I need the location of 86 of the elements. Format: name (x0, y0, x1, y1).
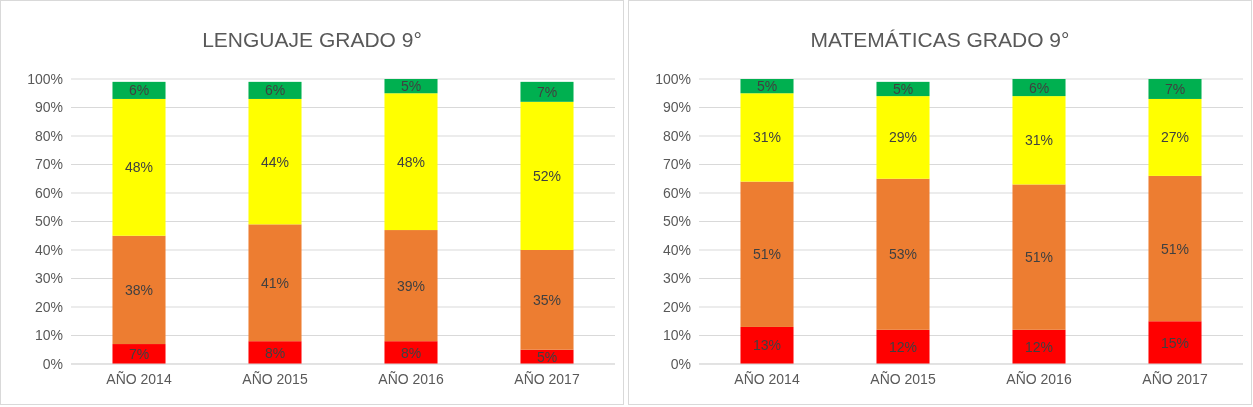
bar (112, 235, 166, 345)
data-label: 35% (532, 291, 562, 308)
data-label: 15% (1160, 334, 1190, 351)
data-label: 27% (1160, 129, 1190, 146)
bar (1148, 79, 1202, 99)
y-tick-label: 30% (34, 270, 63, 287)
bar (1148, 98, 1202, 176)
data-label: 8% (264, 344, 286, 361)
x-tick-label: AÑO 2014 (106, 370, 172, 387)
bar (876, 329, 930, 364)
data-label: 6% (1028, 79, 1050, 96)
data-label: 29% (888, 129, 918, 146)
bar (1148, 175, 1202, 322)
data-label: 51% (1160, 240, 1190, 257)
data-label: 5% (756, 78, 778, 95)
y-tick-label: 30% (662, 270, 691, 287)
x-tick-label: AÑO 2017 (514, 370, 580, 387)
y-tick-label: 20% (662, 298, 691, 315)
data-label: 7% (536, 83, 558, 100)
bar (1012, 184, 1066, 330)
data-label: 6% (128, 82, 150, 99)
y-tick-label: 100% (655, 70, 691, 87)
x-tick-label: AÑO 2014 (734, 370, 800, 387)
x-tick-label: AÑO 2015 (242, 370, 308, 387)
y-tick-label: 60% (662, 184, 691, 201)
bar (520, 250, 574, 350)
y-tick-label: 0% (670, 355, 691, 372)
data-label: 13% (752, 337, 782, 354)
chart-title: MATEMÁTICAS GRADO 9° (810, 28, 1070, 51)
bar (248, 98, 302, 225)
y-tick-label: 70% (34, 156, 63, 173)
y-tick-label: 90% (662, 99, 691, 116)
data-label: 51% (1024, 249, 1054, 266)
chart-title: LENGUAJE GRADO 9° (202, 28, 422, 51)
x-tick-label: AÑO 2016 (378, 370, 444, 387)
bar (520, 101, 574, 250)
data-label: 7% (128, 346, 150, 363)
y-tick-label: 80% (662, 127, 691, 144)
y-tick-label: 60% (34, 184, 63, 201)
data-label: 5% (536, 348, 558, 365)
x-tick-label: AÑO 2015 (870, 370, 936, 387)
data-label: 8% (400, 344, 422, 361)
data-label: 38% (124, 281, 154, 298)
data-label: 52% (532, 167, 562, 184)
bar (740, 326, 794, 364)
data-label: 48% (124, 159, 154, 176)
y-tick-label: 90% (34, 99, 63, 116)
data-label: 6% (264, 82, 286, 99)
y-tick-label: 40% (662, 241, 691, 258)
data-label: 48% (396, 153, 426, 170)
data-label: 31% (1024, 132, 1054, 149)
data-label: 5% (892, 80, 914, 97)
bar (520, 81, 574, 102)
bar (740, 93, 794, 182)
bar (384, 230, 438, 342)
data-label: 53% (888, 246, 918, 263)
data-label: 51% (752, 246, 782, 263)
data-label: 5% (400, 78, 422, 95)
bar (1012, 96, 1066, 185)
y-tick-label: 10% (34, 327, 63, 344)
y-tick-label: 20% (34, 298, 63, 315)
y-tick-label: 40% (34, 241, 63, 258)
y-tick-label: 10% (662, 327, 691, 344)
y-tick-label: 70% (662, 156, 691, 173)
y-tick-label: 50% (34, 213, 63, 230)
x-tick-label: AÑO 2016 (1006, 370, 1072, 387)
bar (740, 181, 794, 327)
bar (876, 96, 930, 179)
bar (876, 178, 930, 330)
data-label: 39% (396, 277, 426, 294)
bar (1148, 321, 1202, 364)
data-label: 7% (1164, 80, 1186, 97)
bar (384, 93, 438, 231)
data-label: 12% (1024, 338, 1054, 355)
y-tick-label: 80% (34, 127, 63, 144)
data-label: 31% (752, 129, 782, 146)
data-label: 41% (260, 274, 290, 291)
data-label: 44% (260, 153, 290, 170)
y-tick-label: 100% (27, 70, 63, 87)
x-tick-label: AÑO 2017 (1142, 370, 1208, 387)
y-tick-label: 50% (662, 213, 691, 230)
data-label: 12% (888, 338, 918, 355)
bar (248, 224, 302, 342)
bar (1012, 329, 1066, 364)
bar (112, 98, 166, 236)
y-tick-label: 0% (42, 355, 63, 372)
